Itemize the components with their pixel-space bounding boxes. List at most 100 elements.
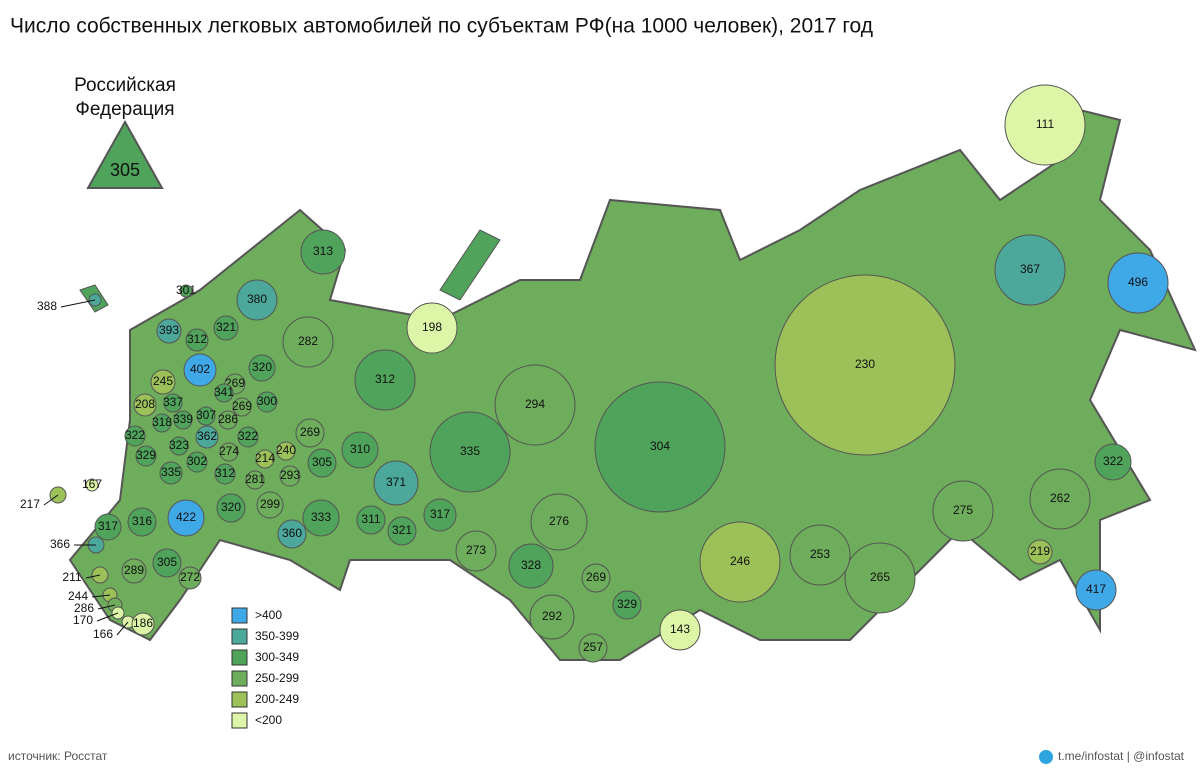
region <box>152 548 182 578</box>
region-value: 321 <box>392 523 412 537</box>
region <box>508 543 554 589</box>
region <box>163 393 183 413</box>
region-value: 302 <box>187 454 207 468</box>
region <box>94 513 122 541</box>
region <box>150 369 176 395</box>
region-value: 269 <box>300 425 320 439</box>
region-value: 208 <box>135 397 155 411</box>
region <box>196 406 216 426</box>
region <box>185 328 209 352</box>
region-value: 265 <box>870 570 890 584</box>
region <box>530 493 588 551</box>
region <box>307 448 337 478</box>
region <box>844 542 916 614</box>
leader-line <box>96 612 119 622</box>
region-value: 286 <box>74 601 94 615</box>
region-value: 317 <box>98 519 118 533</box>
region <box>423 498 457 532</box>
region-value: 217 <box>20 497 40 511</box>
region-value: 320 <box>221 500 241 514</box>
region <box>300 229 346 275</box>
region <box>276 441 296 461</box>
region-value: 360 <box>282 526 302 540</box>
region-value: 289 <box>124 563 144 577</box>
region <box>1029 468 1091 530</box>
region <box>529 594 575 640</box>
region <box>295 418 325 448</box>
region-value: 305 <box>312 455 332 469</box>
region-value: 362 <box>197 429 217 443</box>
region <box>195 425 219 449</box>
region-value: 318 <box>152 415 172 429</box>
region-value: 257 <box>583 640 603 654</box>
region-value: 240 <box>276 443 296 457</box>
region <box>256 491 284 519</box>
region <box>406 302 458 354</box>
legend-label: 350-399 <box>255 629 299 643</box>
region <box>152 413 172 433</box>
legend-swatch <box>231 628 248 645</box>
region <box>1004 84 1086 166</box>
region <box>1094 443 1132 481</box>
telegram-icon <box>1039 750 1053 764</box>
region <box>994 234 1066 306</box>
region-value: 143 <box>670 622 690 636</box>
region <box>1027 539 1053 565</box>
region <box>429 411 511 493</box>
region <box>248 354 276 382</box>
region <box>121 558 147 584</box>
region-value: 198 <box>422 320 442 334</box>
region <box>1107 252 1169 314</box>
region-value: 339 <box>173 412 193 426</box>
region-value: 301 <box>176 283 196 297</box>
region <box>232 397 252 417</box>
region-value: 269 <box>586 570 606 584</box>
region-value: 307 <box>196 408 216 422</box>
region <box>135 445 157 467</box>
region-value: 496 <box>1128 275 1148 289</box>
region-value: 322 <box>125 428 145 442</box>
region-value: 335 <box>460 444 480 458</box>
region <box>219 442 239 462</box>
region <box>179 284 193 298</box>
region-value: 111 <box>1036 117 1055 131</box>
credit: t.me/infostat | @infostat <box>1058 749 1185 763</box>
region <box>659 609 701 651</box>
region <box>594 381 726 513</box>
region <box>214 463 236 485</box>
leader-line <box>85 574 101 579</box>
region-value: 317 <box>430 507 450 521</box>
region-value: 276 <box>549 514 569 528</box>
legend-swatch <box>231 607 248 624</box>
region-value: 313 <box>313 244 333 258</box>
region-value: 246 <box>730 554 750 568</box>
region-value: 245 <box>153 374 173 388</box>
legend-label: <200 <box>255 713 282 727</box>
region <box>167 499 205 537</box>
region <box>699 521 781 603</box>
region-value: 219 <box>1030 544 1050 558</box>
region-value: 214 <box>255 451 275 465</box>
region <box>354 349 416 411</box>
region-value: 300 <box>257 394 277 408</box>
region <box>173 410 193 430</box>
region-value: 310 <box>350 442 370 456</box>
region <box>387 516 417 546</box>
region-value: 293 <box>280 468 300 482</box>
leader-line <box>60 299 96 308</box>
region <box>279 465 301 487</box>
region <box>356 505 386 535</box>
region-value: 294 <box>525 397 545 411</box>
region <box>131 612 155 636</box>
region-value: 286 <box>218 412 238 426</box>
region <box>774 274 956 456</box>
region-value: 328 <box>521 558 541 572</box>
leader-line <box>91 594 111 598</box>
legend-swatch <box>231 649 248 666</box>
region-value: 321 <box>216 320 236 334</box>
leader-line <box>116 621 129 636</box>
region-value: 281 <box>245 472 265 486</box>
region <box>183 353 217 387</box>
region <box>282 316 334 368</box>
